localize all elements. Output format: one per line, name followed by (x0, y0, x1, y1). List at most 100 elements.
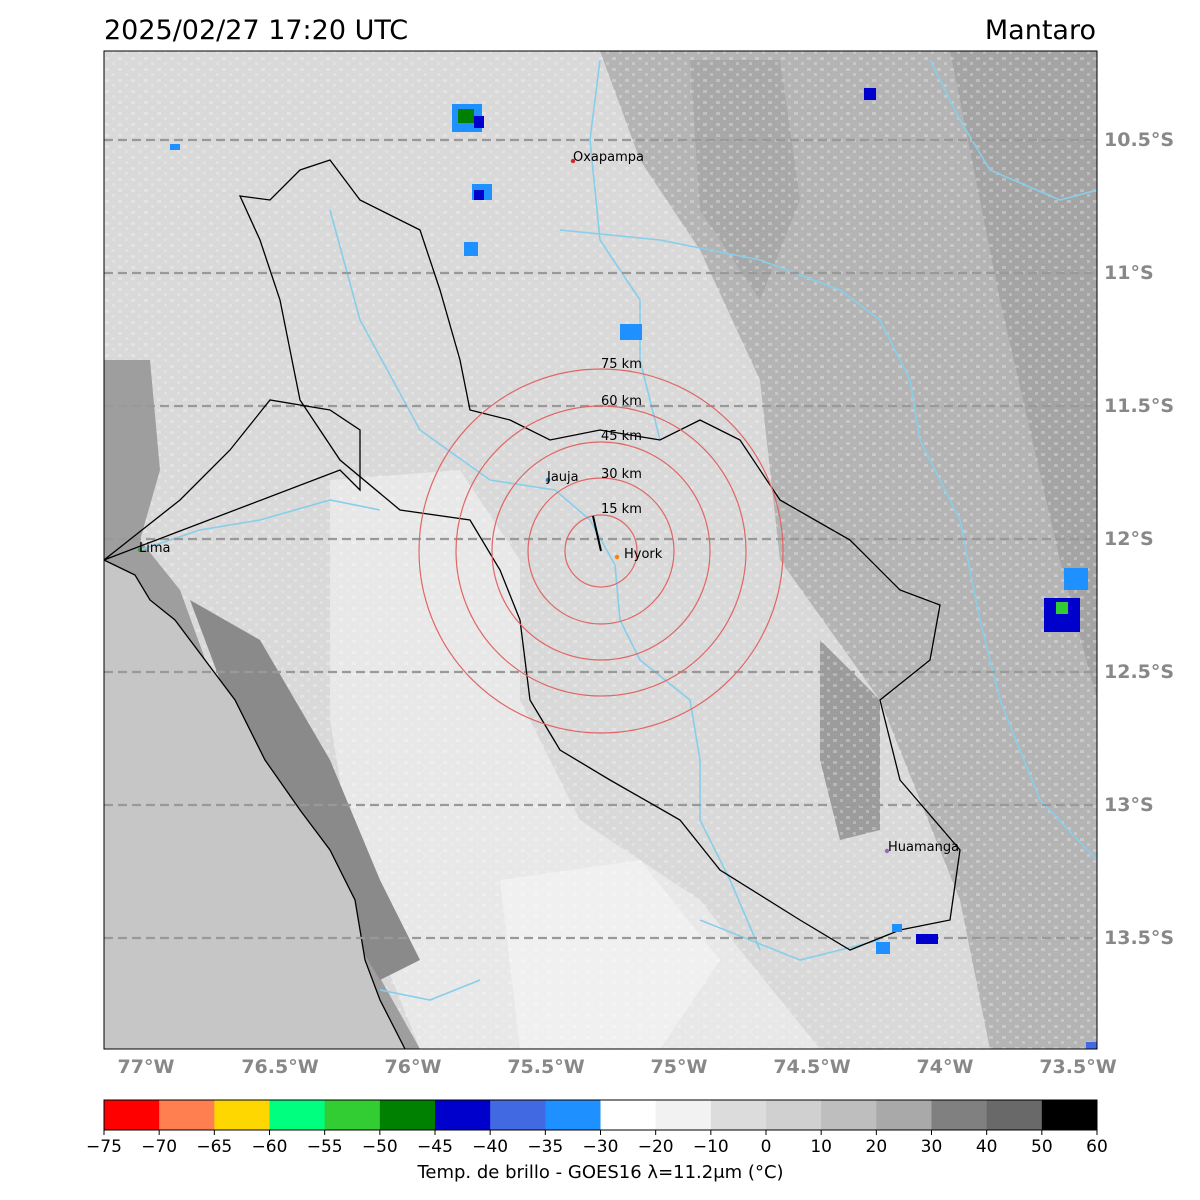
colorbar-cell (655, 1100, 712, 1130)
colorbar-ticks: −75 −70 −65 −60 −55 −50 −45 −40 −35 −30 −20 −10 0 10 2… (86, 1130, 1108, 1157)
lat-label: 13°S (1104, 794, 1154, 816)
city-hyork: Hyork (614, 547, 663, 562)
mantaro-river (329, 209, 761, 951)
rimac-basin-outline (104, 399, 361, 561)
colorbar-tick-label: −20 (638, 1137, 674, 1157)
ring-label-30km: 30 km (601, 467, 642, 482)
lat-label: 12°S (1104, 528, 1154, 550)
colorbar-cell (766, 1100, 822, 1130)
ring-label-45km: 45 km (601, 429, 642, 444)
coastline (104, 559, 406, 1049)
ring-60km (455, 405, 747, 697)
timestamp-title: 2025/02/27 17:20 UTC (104, 15, 409, 46)
ring-45km (491, 441, 711, 661)
lon-label: 76°W (385, 1056, 442, 1078)
city-jauja: Jauja (545, 470, 579, 485)
city-label: Hyork (624, 547, 663, 562)
colorbar-label: Temp. de brillo - GOES16 λ=11.2μm (°C) (417, 1162, 784, 1183)
colorbar-tick-label: −65 (196, 1137, 232, 1157)
city-marker (614, 554, 620, 560)
colorbar-tick-label: −40 (472, 1137, 508, 1157)
colorbar-tick-label: 20 (866, 1137, 888, 1157)
colorbar-cell (379, 1100, 436, 1130)
longitude-labels: 77°W 76.5°W 76°W 75.5°W 75°W 74.5°W 74°W… (118, 1056, 1117, 1078)
city-label: Jauja (546, 470, 579, 485)
colorbar-cell (545, 1100, 601, 1130)
colorbar (104, 1100, 1098, 1130)
lat-label: 11°S (1104, 262, 1154, 284)
ring-75km (418, 368, 784, 734)
river-northeast (929, 59, 1097, 201)
lon-label: 76.5°W (241, 1056, 318, 1078)
region-title: Mantaro (984, 15, 1096, 46)
lon-label: 74°W (917, 1056, 974, 1078)
colorbar-cell (876, 1100, 932, 1130)
colorbar-cell (269, 1100, 326, 1130)
colorbar-cell (324, 1100, 381, 1130)
ring-15km (564, 514, 638, 588)
colorbar-cell (214, 1100, 270, 1130)
colorbar-cell (490, 1100, 546, 1130)
colorbar-tick-label: 60 (1086, 1137, 1108, 1157)
colorbar-tick-label: 30 (921, 1137, 943, 1157)
colorbar-cell (821, 1100, 877, 1130)
colorbar-cell (986, 1100, 1043, 1130)
city-huamanga: Huamanga (884, 840, 959, 855)
river-south (699, 919, 881, 961)
ring-label-15km: 15 km (601, 502, 642, 517)
city-label: Oxapampa (573, 150, 644, 165)
lon-label: 75°W (651, 1056, 708, 1078)
city-label: Lima (139, 541, 170, 556)
andean-foothills (190, 600, 420, 980)
city-lima: Lima (137, 541, 170, 556)
lon-label: 73.5°W (1039, 1056, 1116, 1078)
city-marker (545, 477, 551, 483)
rimac-river (139, 499, 381, 551)
lon-label: 75.5°W (507, 1056, 584, 1078)
map-area: 15 km 30 km 45 km 60 km 75 km Oxapampa J… (104, 51, 1097, 1049)
river-north (589, 59, 661, 441)
colorbar-tick-label: −50 (362, 1137, 398, 1157)
lat-label: 12.5°S (1104, 661, 1174, 683)
colorbar-cell (435, 1100, 491, 1130)
colorbar-tick-label: 50 (1031, 1137, 1053, 1157)
colorbar-tick-label: −30 (583, 1137, 619, 1157)
lon-label: 77°W (118, 1056, 175, 1078)
lat-label: 11.5°S (1104, 395, 1174, 417)
colorbar-tick-label: −45 (417, 1137, 453, 1157)
colorbar-tick-label: −75 (86, 1137, 122, 1157)
colorbar-tick-label: 0 (761, 1137, 772, 1157)
colorbar-cell (600, 1100, 657, 1130)
city-oxapampa: Oxapampa (570, 150, 644, 165)
colorbar-cell (159, 1100, 215, 1130)
colorbar-tick-label: 40 (976, 1137, 998, 1157)
ring-30km (527, 477, 675, 625)
cold-clouds (170, 88, 1097, 1049)
colorbar-tick-label: −35 (527, 1137, 563, 1157)
city-marker (137, 547, 143, 553)
city-marker (570, 158, 576, 164)
ring-label-60km: 60 km (601, 394, 642, 409)
radar-bearing-line (592, 515, 602, 552)
river-east (559, 229, 1097, 861)
lat-label: 13.5°S (1104, 927, 1174, 949)
mantaro-basin-outline (238, 159, 961, 951)
colorbar-cell (931, 1100, 988, 1130)
ring-label-75km: 75 km (601, 357, 642, 372)
colorbar-tick-label: −10 (693, 1137, 729, 1157)
colorbar-tick-label: −60 (252, 1137, 288, 1157)
lat-label: 10.5°S (1104, 129, 1174, 151)
colorbar-cell (104, 1100, 160, 1130)
latitude-labels: 10.5°S 11°S 11.5°S 12°S 12.5°S 13°S 13.5… (1104, 129, 1174, 949)
colorbar-cell (710, 1100, 767, 1130)
rivers (139, 59, 1097, 1001)
lon-label: 74.5°W (773, 1056, 850, 1078)
city-label: Huamanga (888, 840, 959, 855)
city-marker (884, 848, 890, 854)
map-frame (103, 50, 1098, 1050)
river-southwest (379, 979, 481, 1001)
pacific-ocean (104, 560, 405, 1049)
colorbar-tick-label: 10 (810, 1137, 832, 1157)
colorbar-tick-label: −55 (307, 1137, 343, 1157)
